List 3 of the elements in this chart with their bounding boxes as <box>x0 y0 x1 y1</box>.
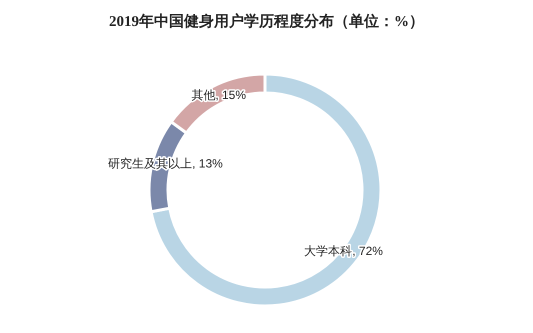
chart-title: 2019年中国健身用户学历程度分布（单位：%） <box>109 12 424 30</box>
slice-label: 大学本科, 72% <box>304 244 384 258</box>
slice-label: 其他, 15% <box>191 88 246 102</box>
